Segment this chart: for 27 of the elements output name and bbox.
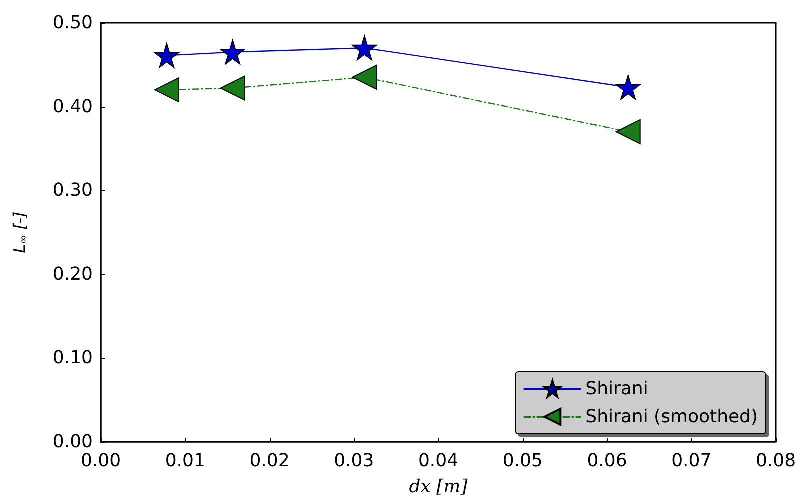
point — [220, 76, 246, 101]
x-axis-title: dx [m] — [409, 476, 469, 498]
point — [154, 78, 180, 103]
x-tick-label: 0.02 — [250, 450, 290, 472]
y-tick-label: 0.40 — [52, 96, 93, 118]
x-tick-label: 0.00 — [80, 450, 122, 472]
point — [220, 40, 246, 65]
y-tick-label: 0.50 — [52, 12, 93, 34]
point — [154, 43, 180, 68]
point — [616, 75, 641, 100]
x-tick-label: 0.07 — [672, 450, 712, 472]
x-tick-label: 0.06 — [587, 450, 628, 472]
y-tick-label: 0.20 — [52, 264, 93, 285]
x-tick-label: 0.08 — [756, 450, 796, 472]
x-tick-label: 0.05 — [502, 450, 543, 472]
point — [352, 64, 378, 90]
y-tick-label: 0.30 — [52, 180, 93, 202]
y-tick-label: 0.00 — [52, 432, 93, 452]
point — [616, 119, 641, 144]
x-tick-label: 0.03 — [334, 450, 374, 472]
point — [352, 36, 378, 61]
y-axis-title: L∞ [-] — [10, 212, 30, 254]
y-tick-label: 0.10 — [52, 348, 93, 369]
x-tick-label: 0.04 — [418, 450, 459, 472]
x-tick-label: 0.01 — [165, 450, 206, 472]
legend-label: Shirani (smoothed) — [586, 406, 758, 428]
legend-label: Shirani — [586, 378, 648, 400]
